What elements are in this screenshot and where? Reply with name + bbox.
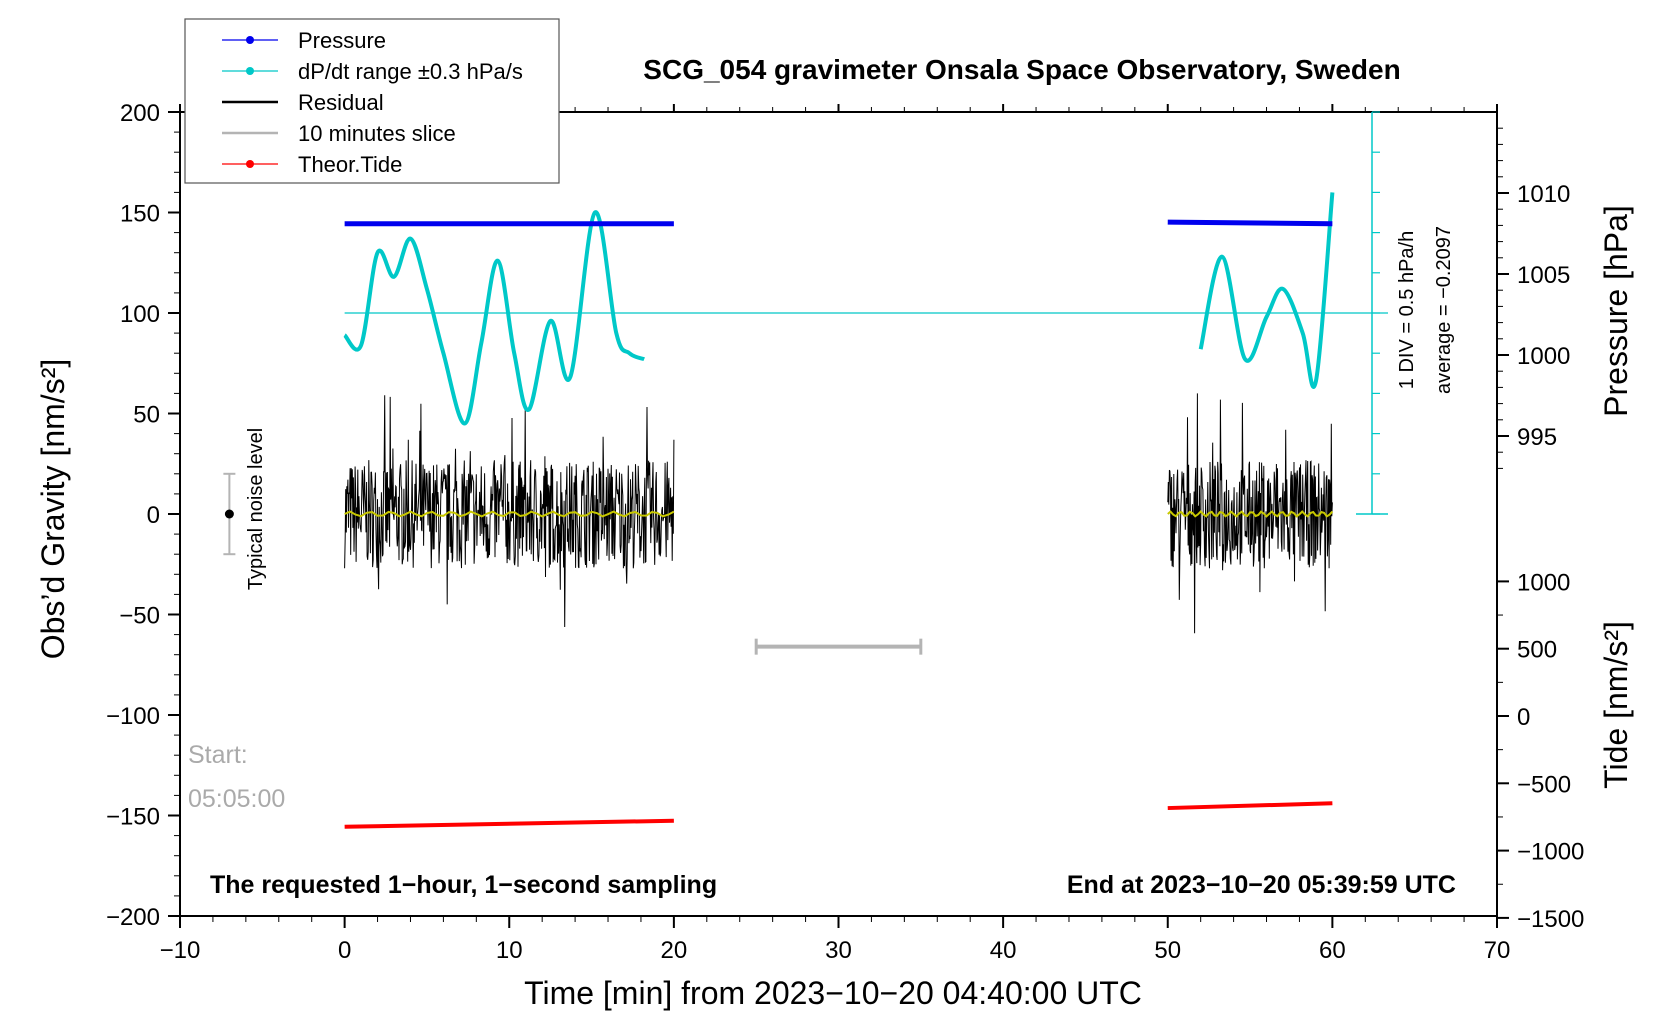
axis-ticks: −10 0 10 20 30 40 50 60 70−200−150−100−500501001…: [106, 100, 1584, 964]
footer-left-label: The requested 1−hour, 1−second sampling: [210, 871, 717, 899]
legend-marker-5: [246, 160, 254, 168]
legend-label-3: Residual: [298, 90, 384, 115]
pressure-line-segment-2: [1167, 219, 1333, 227]
noise-level-dot: [224, 509, 234, 519]
x-tick-label: 60: [1319, 937, 1346, 964]
annotations: SCG_054 gravimeter Onsala Space Observat…: [35, 54, 1634, 1011]
legend-label-4: 10 minutes slice: [298, 121, 456, 146]
y-axis-title-tide: Tide [nm/s²]: [1598, 621, 1634, 789]
tide-tick-label: 1000: [1517, 569, 1570, 596]
x-axis-title: Time [min] from 2023−10−20 04:40:00 UTC: [524, 975, 1142, 1011]
legend-label-1: Pressure: [298, 28, 386, 53]
y-tick-label: 50: [133, 402, 160, 429]
footer-right-label: End at 2023−10−20 05:39:59 UTC: [1067, 871, 1456, 899]
y-tick-label: −150: [106, 804, 160, 831]
y-tick-label: 100: [120, 301, 160, 328]
tide-tick-label: 500: [1517, 637, 1557, 664]
y-tick-label: −200: [106, 904, 160, 931]
residual-mean-line-1: [344, 510, 675, 518]
start-time-label: 05:05:00: [188, 785, 285, 813]
chart-title: SCG_054 gravimeter Onsala Space Observat…: [643, 54, 1400, 85]
x-tick-label: 30: [825, 937, 852, 964]
y-tick-label: −50: [119, 603, 160, 630]
x-tick-label: −10: [160, 937, 201, 964]
pressure-tick-label: 1010: [1517, 181, 1570, 208]
residual-line-2: [1167, 393, 1333, 634]
dpdt-line-segment-2: [1198, 192, 1335, 389]
x-tick-label: 50: [1154, 937, 1181, 964]
residual-line-1: [344, 395, 675, 628]
x-tick-label: 20: [661, 937, 688, 964]
dpdt-line-segment-1: [343, 210, 645, 426]
x-tick-label: 70: [1484, 937, 1511, 964]
residual-mean-line-2: [1167, 510, 1334, 518]
x-tick-label: 0: [338, 937, 351, 964]
y-tick-label: 200: [120, 100, 160, 127]
scale-bar-label-div: 1 DIV = 0.5 hPa/h: [1396, 231, 1418, 389]
legend: Pressure dP/dt range ±0.3 hPa/s Residual 10…: [184, 18, 560, 184]
data-layer: [223, 111, 1388, 829]
pressure-tick-label: 995: [1517, 424, 1557, 451]
tide-tick-label: −1500: [1517, 906, 1584, 933]
tide-line-segment-2: [1167, 801, 1333, 811]
y-axis-title-gravity: Obs’d Gravity [nm/s²]: [35, 359, 71, 660]
tide-tick-label: −500: [1517, 771, 1571, 798]
tide-line-segment-1: [344, 818, 674, 829]
tide-tick-label: −1000: [1517, 839, 1584, 866]
legend-marker-1: [246, 36, 254, 44]
x-tick-label: 10: [496, 937, 523, 964]
noise-level-label: Typical noise level: [245, 428, 267, 590]
y-tick-label: 0: [147, 502, 160, 529]
legend-marker-2: [246, 67, 254, 75]
y-tick-label: −100: [106, 703, 160, 730]
tide-tick-label: 0: [1517, 704, 1530, 731]
scale-bar-label-average: average = −0.2097: [1433, 226, 1455, 394]
pressure-tick-label: 1005: [1517, 262, 1570, 289]
legend-label-5: Theor.Tide: [298, 152, 402, 177]
y-tick-label: 150: [120, 201, 160, 228]
legend-label-2: dP/dt range ±0.3 hPa/s: [298, 59, 523, 84]
pressure-tick-label: 1000: [1517, 343, 1570, 370]
start-label: Start:: [188, 741, 248, 769]
x-tick-label: 40: [990, 937, 1017, 964]
y-axis-title-pressure: Pressure [hPa]: [1598, 205, 1634, 417]
